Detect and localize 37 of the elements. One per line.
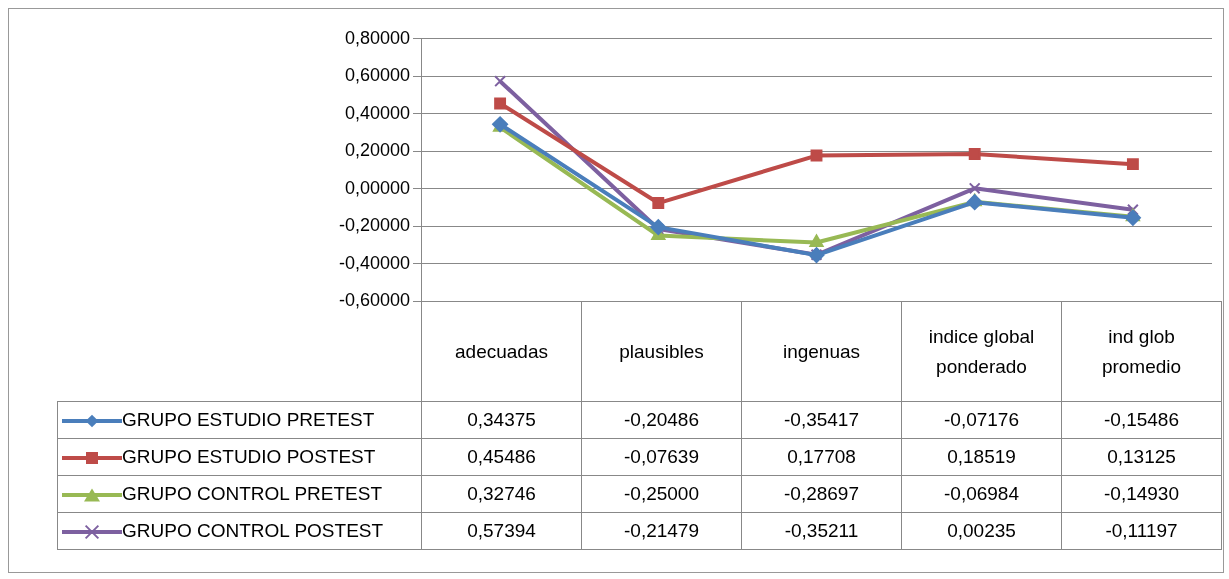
data-label: 0,17708 bbox=[741, 438, 902, 476]
data-label: -0,35417 bbox=[741, 401, 902, 439]
data-label: 0,34375 bbox=[421, 401, 582, 439]
y-tick-label: -0,20000 bbox=[338, 215, 410, 236]
data-label: -0,14930 bbox=[1061, 475, 1222, 513]
data-label: -0,07176 bbox=[901, 401, 1062, 439]
y-tick-label: 0,40000 bbox=[344, 102, 410, 123]
x-tick-label: adecuadas bbox=[421, 301, 582, 402]
y-tick-label: 0,60000 bbox=[344, 65, 410, 86]
x-tick-label: ingenuas bbox=[741, 301, 902, 402]
data-label: 0,45486 bbox=[421, 438, 582, 476]
data-label: 0,13125 bbox=[1061, 438, 1222, 476]
y-tick-label: -0,60000 bbox=[338, 290, 410, 311]
data-label: 0,32746 bbox=[421, 475, 582, 513]
data-label: -0,20486 bbox=[581, 401, 742, 439]
legend-label: GRUPO CONTROL PRETEST bbox=[122, 483, 383, 504]
legend-label: GRUPO CONTROL POSTEST bbox=[122, 520, 384, 541]
x-tick-label: plausibles bbox=[581, 301, 742, 402]
legend-label: GRUPO ESTUDIO PRETEST bbox=[122, 409, 375, 430]
x-tick-label: ind glob promedio bbox=[1061, 301, 1222, 402]
y-tick-label: 0,00000 bbox=[344, 177, 410, 198]
data-label: -0,21479 bbox=[581, 512, 742, 550]
y-tick-label: 0,80000 bbox=[344, 27, 410, 48]
data-label: 0,18519 bbox=[901, 438, 1062, 476]
legend-label: GRUPO ESTUDIO POSTEST bbox=[122, 446, 376, 467]
x-tick-label: indice global ponderado bbox=[901, 301, 1062, 402]
y-tick-label: -0,40000 bbox=[338, 252, 410, 273]
y-tick-label: 0,20000 bbox=[344, 140, 410, 161]
data-label: -0,15486 bbox=[1061, 401, 1222, 439]
data-label: -0,11197 bbox=[1061, 512, 1222, 550]
data-label: -0,07639 bbox=[581, 438, 742, 476]
data-label: 0,57394 bbox=[421, 512, 582, 550]
data-label: -0,06984 bbox=[901, 475, 1062, 513]
data-label: -0,25000 bbox=[581, 475, 742, 513]
data-label: 0,00235 bbox=[901, 512, 1062, 550]
data-label: -0,28697 bbox=[741, 475, 902, 513]
data-label: -0,35211 bbox=[741, 512, 902, 550]
